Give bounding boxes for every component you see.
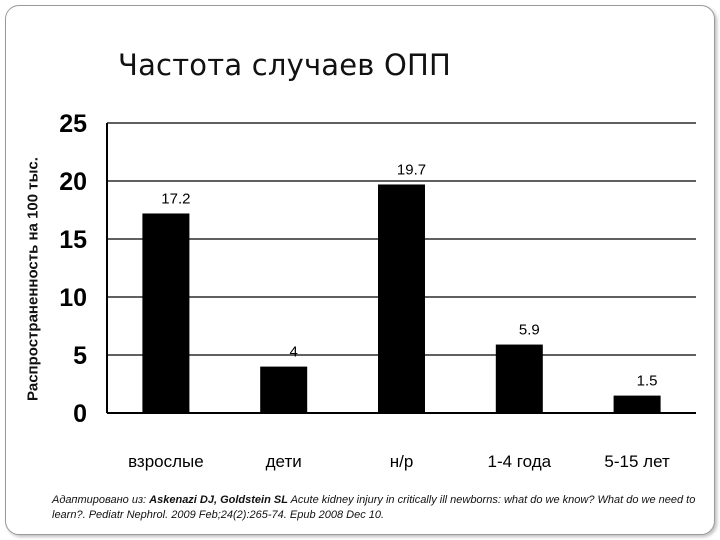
data-label: 5.9	[519, 322, 540, 339]
data-label: 19.7	[397, 161, 426, 178]
bar	[260, 366, 308, 413]
bar	[613, 395, 661, 413]
x-tick-label: 1-4 года	[488, 452, 552, 471]
citation: Адаптировано из: Askenazi DJ, Goldstein …	[52, 493, 702, 523]
y-tick-label: 5	[73, 342, 87, 370]
y-tick-label: 20	[59, 168, 87, 196]
citation-authors: Askenazi DJ, Goldstein SL	[149, 494, 288, 506]
data-label: 1.5	[637, 373, 658, 390]
y-tick-label: 10	[59, 284, 87, 312]
slide-frame	[5, 5, 715, 535]
x-tick-label: взрослые	[128, 452, 204, 471]
citation-text: Acute kidney injury in critically ill ne…	[52, 494, 696, 521]
citation-prefix: Адаптировано из:	[52, 494, 150, 506]
data-label: 4	[290, 344, 298, 361]
x-tick-label: дети	[266, 452, 302, 471]
chart-title: Частота случаев ОПП	[118, 48, 452, 82]
bar	[378, 184, 425, 413]
x-tick-label: н/р	[390, 452, 414, 471]
y-tick-label: 15	[59, 226, 87, 254]
y-tick-label: 0	[73, 400, 87, 428]
x-tick-label: 5-15 лет	[604, 452, 670, 471]
data-label: 17.2	[161, 190, 190, 207]
y-tick-label: 25	[59, 110, 87, 138]
bar	[142, 213, 190, 413]
bar	[495, 344, 543, 413]
